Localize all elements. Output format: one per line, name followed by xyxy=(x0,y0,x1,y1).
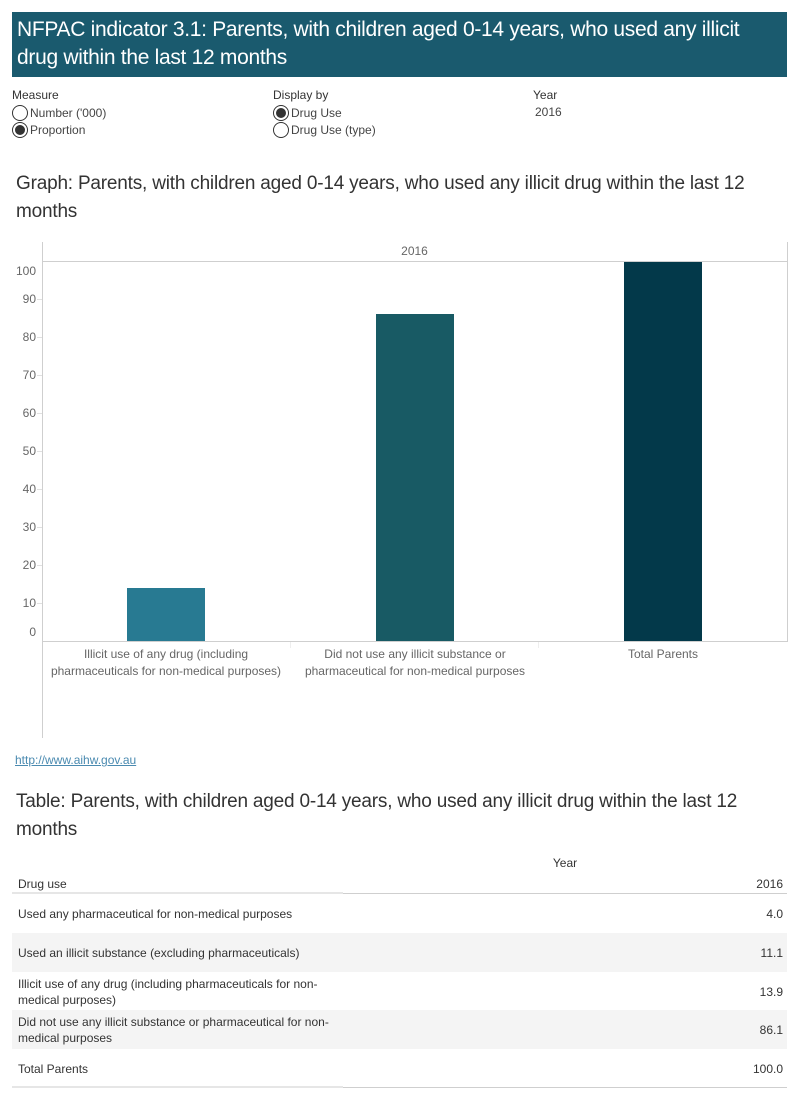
y-tick-label: 70 xyxy=(22,368,36,382)
row-value: 4.0 xyxy=(766,906,783,921)
option-label: Drug Use (type) xyxy=(291,122,376,137)
y-tick-label: 100 xyxy=(15,264,36,278)
bar-chart: 2016 0 10 20 30 40 50 60 70 80 90 100 Il… xyxy=(0,238,800,738)
bar-did-not-use[interactable] xyxy=(376,314,454,641)
year-label: Year xyxy=(533,88,558,102)
year-value[interactable]: 2016 xyxy=(535,105,562,119)
measure-option-number[interactable]: Number ('000) xyxy=(12,104,106,121)
row-label: Did not use any illicit substance or pha… xyxy=(18,1014,329,1045)
table-header-rule xyxy=(12,892,343,894)
option-label: Proportion xyxy=(30,122,86,137)
y-tick-label: 30 xyxy=(22,520,36,534)
row-value: 100.0 xyxy=(752,1061,783,1076)
y-tick-label: 90 xyxy=(22,292,36,306)
row-header-label: Drug use xyxy=(18,877,67,891)
display-option-drug-use[interactable]: Drug Use xyxy=(273,104,376,121)
y-tick-mark xyxy=(37,489,42,490)
chart-header-rule xyxy=(42,261,788,262)
table-header-row: Drug use 2016 xyxy=(12,876,787,893)
y-tick-mark xyxy=(37,413,42,414)
radio-selected-icon[interactable] xyxy=(273,104,289,121)
x-axis-line xyxy=(42,641,788,642)
y-tick-mark xyxy=(37,603,42,604)
category-separator xyxy=(538,642,539,648)
y-tick-label: 20 xyxy=(22,558,36,572)
row-label: Illicit use of any drug (including pharm… xyxy=(18,976,318,1007)
measure-filter: Measure Number ('000) Proportion xyxy=(12,88,106,138)
table-header-rule xyxy=(343,893,787,894)
table-row: Used any pharmaceutical for non-medical … xyxy=(12,894,787,933)
table-row: Illicit use of any drug (including pharm… xyxy=(12,972,787,1011)
y-tick-mark xyxy=(37,337,42,338)
radio-selected-icon[interactable] xyxy=(12,121,28,138)
table-bottom-rule xyxy=(12,1086,343,1088)
radio-unselected-icon[interactable] xyxy=(273,121,289,138)
row-label: Total Parents xyxy=(18,1061,89,1076)
y-tick-label: 40 xyxy=(22,482,36,496)
bar-illicit-any-drug[interactable] xyxy=(127,588,205,641)
radio-unselected-icon[interactable] xyxy=(12,104,28,121)
measure-option-proportion[interactable]: Proportion xyxy=(12,121,106,138)
table-row: Used an illicit substance (excluding pha… xyxy=(12,933,787,972)
year-filter: Year 2016 xyxy=(533,88,562,121)
y-tick-mark xyxy=(37,565,42,566)
chart-right-border xyxy=(787,242,788,642)
source-link[interactable]: http://www.aihw.gov.au xyxy=(15,753,137,767)
display-by-label: Display by xyxy=(273,88,329,102)
option-label: Number ('000) xyxy=(30,105,107,120)
y-tick-mark xyxy=(37,451,42,452)
y-tick-mark xyxy=(37,299,42,300)
table-bottom-rule xyxy=(343,1087,787,1088)
x-category-label: Total Parents xyxy=(627,647,699,661)
option-label: Drug Use xyxy=(291,105,342,120)
row-value: 11.1 xyxy=(760,945,783,960)
y-axis-line xyxy=(42,242,43,738)
row-label: Used an illicit substance (excluding pha… xyxy=(18,945,300,960)
y-tick-mark xyxy=(37,375,42,376)
y-tick-label: 10 xyxy=(22,596,36,610)
chart-column-header: 2016 xyxy=(401,244,428,258)
y-tick-mark xyxy=(37,527,42,528)
table-title: Table: Parents, with children aged 0-14 … xyxy=(16,791,738,840)
category-separator xyxy=(290,642,291,648)
row-value: 13.9 xyxy=(759,984,783,999)
display-option-drug-use-type[interactable]: Drug Use (type) xyxy=(273,121,376,138)
table-row: Did not use any illicit substance or pha… xyxy=(12,1010,787,1049)
table-column-group-header: Year xyxy=(552,856,578,870)
page-header: NFPAC indicator 3.1: Parents, with child… xyxy=(12,12,787,77)
bar-total-parents[interactable] xyxy=(624,262,702,641)
y-tick-label: 0 xyxy=(29,625,36,639)
graph-title: Graph: Parents, with children aged 0-14 … xyxy=(16,173,745,222)
row-value: 86.1 xyxy=(759,1022,783,1037)
y-tick-label: 50 xyxy=(22,444,36,458)
measure-label: Measure xyxy=(12,88,59,102)
column-header-label: 2016 xyxy=(756,877,783,891)
table-row: Total Parents 100.0 xyxy=(12,1049,787,1088)
x-category-label: Illicit use of any drug (including pharm… xyxy=(50,647,282,678)
y-tick-label: 60 xyxy=(22,406,36,420)
display-by-filter: Display by Drug Use Drug Use (type) xyxy=(273,88,376,138)
row-label: Used any pharmaceutical for non-medical … xyxy=(18,906,293,921)
x-category-label: Did not use any illicit substance or pha… xyxy=(304,647,526,678)
y-tick-label: 80 xyxy=(22,330,36,344)
